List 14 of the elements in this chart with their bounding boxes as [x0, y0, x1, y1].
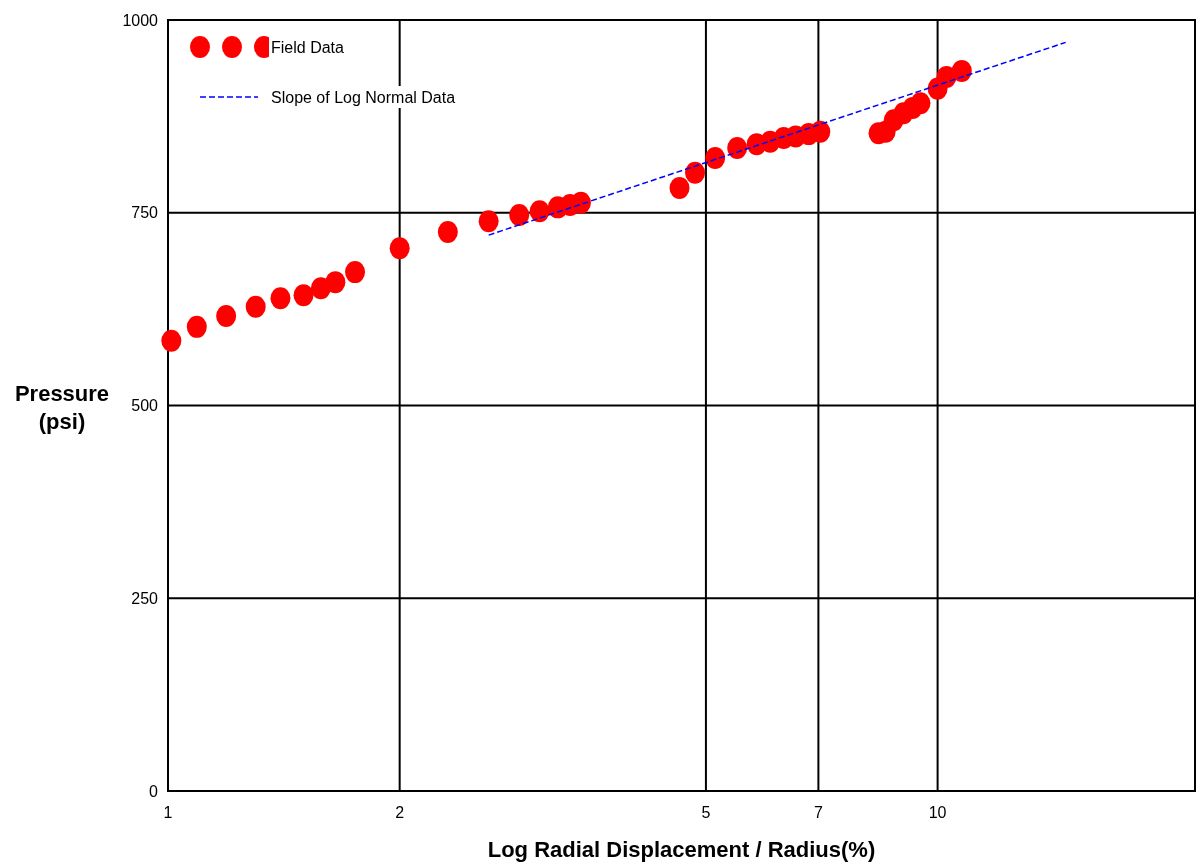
x-tick-label: 1: [163, 804, 173, 821]
y-tick-label: 750: [131, 204, 159, 222]
x-tick-label: 7: [813, 804, 823, 821]
x-axis-title: Log Radial Displacement / Radius(%): [487, 837, 876, 862]
y-axis-title: Pressure (psi): [14, 380, 110, 434]
y-tick-label: 1000: [122, 11, 159, 29]
x-tick-label: 10: [928, 804, 947, 821]
y-tick-label: 250: [131, 589, 159, 607]
x-tick-label: 5: [701, 804, 711, 821]
x-tick-label: 2: [395, 804, 405, 821]
legend-label: Field Data: [271, 38, 345, 56]
y-tick-label: 0: [149, 782, 159, 800]
y-tick-label: 500: [131, 397, 159, 415]
legend-label: Slope of Log Normal Data: [271, 88, 456, 106]
